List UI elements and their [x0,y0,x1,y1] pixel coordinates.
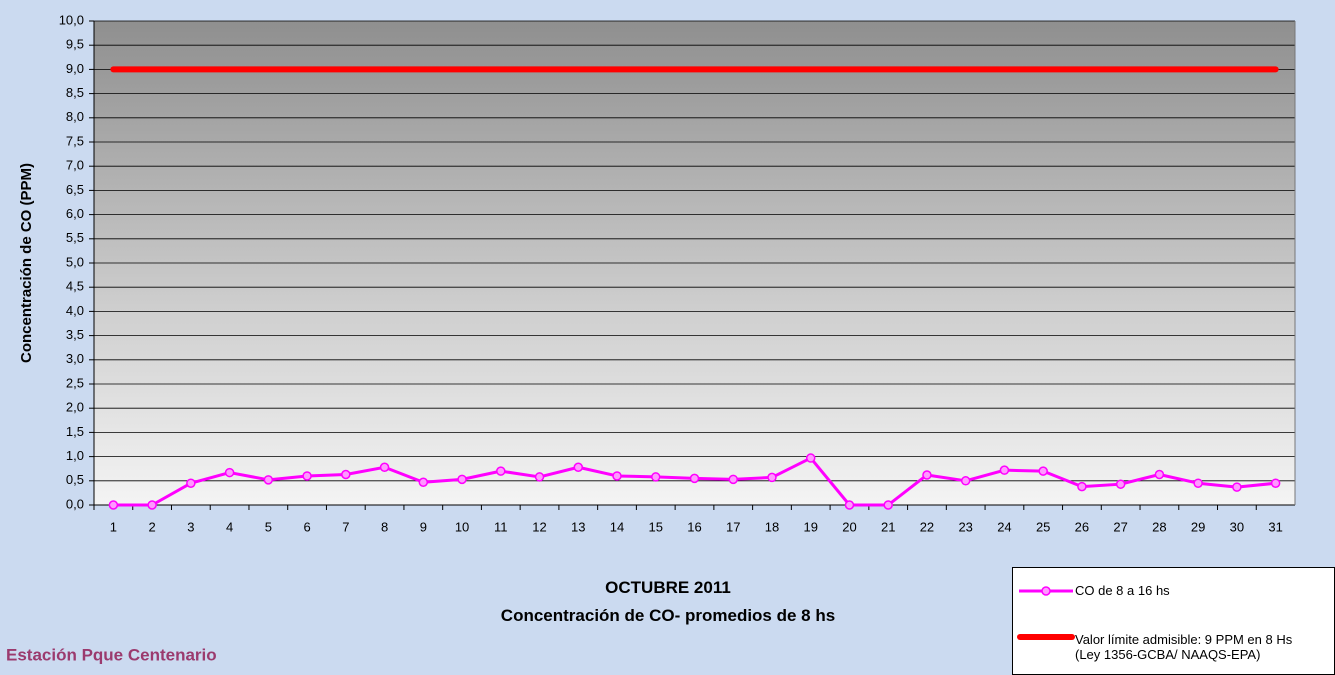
y-tick-label: 5,5 [66,230,84,245]
x-tick-label: 10 [455,519,469,534]
x-tick-label: 27 [1113,519,1127,534]
data-point [148,501,156,509]
y-tick-label: 7,0 [66,158,84,173]
legend-label: Valor límite admisible: 9 PPM en 8 Hs (L… [1075,632,1315,662]
x-tick-label: 17 [726,519,740,534]
data-point [497,467,505,475]
data-point [458,475,466,483]
data-point [845,501,853,509]
legend-entry: Valor límite admisible: 9 PPM en 8 Hs (L… [1017,632,1315,662]
x-tick-label: 2 [148,519,155,534]
y-tick-label: 9,5 [66,37,84,52]
data-point [1039,467,1047,475]
legend-symbol [1017,632,1075,648]
x-tick-label: 13 [571,519,585,534]
data-point [574,463,582,471]
page-body: {"chart_data": {"type": "line", "title":… [0,0,1335,675]
x-tick-label: 20 [842,519,856,534]
x-tick-label: 9 [420,519,427,534]
legend-symbol [1017,583,1075,599]
data-point [187,479,195,487]
y-tick-label: 0,0 [66,496,84,511]
y-tick-label: 1,0 [66,448,84,463]
data-point [1233,483,1241,491]
data-point [1117,480,1125,488]
data-point [923,471,931,479]
data-point [342,471,350,479]
data-point [264,476,272,484]
chart-subtitle: Concentración de CO- promedios de 8 hs [501,606,835,625]
y-tick-label: 2,0 [66,400,84,415]
data-point [884,501,892,509]
x-tick-label: 30 [1230,519,1244,534]
x-tick-label: 11 [494,519,508,534]
x-tick-label: 14 [610,519,624,534]
x-tick-label: 22 [920,519,934,534]
y-tick-label: 7,5 [66,133,84,148]
data-point [1000,466,1008,474]
data-point [381,463,389,471]
y-tick-label: 2,5 [66,375,84,390]
data-point [1155,471,1163,479]
y-tick-label: 8,5 [66,85,84,100]
y-tick-label: 1,5 [66,424,84,439]
data-point [652,473,660,481]
legend-marker [1042,587,1050,595]
data-point [613,472,621,480]
x-tick-label: 29 [1191,519,1205,534]
x-tick-label: 15 [649,519,663,534]
x-tick-label: 31 [1268,519,1282,534]
chart-title: OCTUBRE 2011 [605,578,731,597]
x-tick-label: 5 [265,519,272,534]
x-tick-label: 26 [1075,519,1089,534]
y-tick-label: 4,0 [66,303,84,318]
x-tick-label: 21 [881,519,895,534]
y-tick-label: 6,0 [66,206,84,221]
x-tick-label: 18 [765,519,779,534]
x-tick-label: 28 [1152,519,1166,534]
data-point [419,478,427,486]
data-point [303,472,311,480]
station-label: Estación Pque Centenario [6,645,217,664]
data-point [807,454,815,462]
legend: CO de 8 a 16 hs Valor límite admisible: … [1012,567,1335,675]
data-point [109,501,117,509]
data-point [962,477,970,485]
data-point [226,469,234,477]
data-point [1194,479,1202,487]
y-tick-label: 4,5 [66,279,84,294]
x-tick-label: 25 [1036,519,1050,534]
x-tick-label: 8 [381,519,388,534]
y-tick-label: 6,5 [66,182,84,197]
data-point [691,474,699,482]
page: CO chart html, body { margin: 0; padding… [0,0,1335,675]
x-tick-label: 3 [187,519,194,534]
y-tick-label: 10,0 [59,12,84,27]
x-tick-label: 4 [226,519,233,534]
data-point [536,473,544,481]
y-tick-label: 8,0 [66,109,84,124]
y-tick-label: 3,0 [66,351,84,366]
x-tick-label: 12 [532,519,546,534]
x-tick-label: 6 [303,519,310,534]
x-tick-label: 19 [803,519,817,534]
y-tick-label: 0,5 [66,472,84,487]
x-tick-label: 23 [958,519,972,534]
x-tick-label: 16 [687,519,701,534]
legend-label: CO de 8 a 16 hs [1075,583,1315,599]
y-tick-label: 3,5 [66,327,84,342]
data-point [768,473,776,481]
legend-entry: CO de 8 a 16 hs [1017,583,1315,599]
y-tick-label: 5,0 [66,254,84,269]
x-tick-label: 24 [997,519,1011,534]
data-point [729,475,737,483]
y-tick-label: 9,0 [66,61,84,76]
data-point [1272,479,1280,487]
data-point [1078,483,1086,491]
y-axis-label: Concentración de CO (PPM) [18,163,35,363]
x-tick-label: 1 [110,519,117,534]
x-tick-label: 7 [342,519,349,534]
